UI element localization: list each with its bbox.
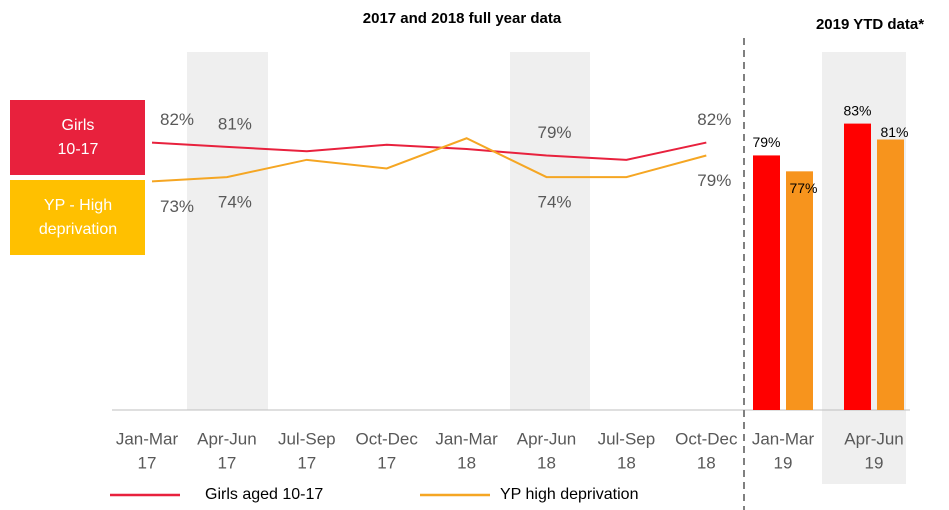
data-label: 77%	[789, 180, 817, 196]
bar	[844, 123, 871, 410]
x-tick-label: Jul-Sep	[598, 429, 656, 448]
x-tick-label: Jul-Sep	[278, 429, 336, 448]
data-label: 73%	[160, 197, 194, 216]
x-tick-label: 17	[377, 453, 396, 472]
x-tick-label: Apr-Jun	[197, 429, 257, 448]
x-tick-label: 19	[774, 453, 793, 472]
data-label: 79%	[697, 171, 731, 190]
data-label: 81%	[880, 124, 908, 140]
box-label: 10-17	[58, 141, 99, 158]
data-label: 83%	[843, 102, 871, 118]
label-box	[10, 180, 145, 255]
x-tick-label: Jan-Mar	[435, 429, 498, 448]
data-label: 82%	[160, 110, 194, 129]
line	[151, 137, 707, 183]
x-tick-label: Oct-Dec	[356, 429, 419, 448]
legend-label: Girls aged 10-17	[205, 486, 323, 503]
x-tick-label: 18	[537, 453, 556, 472]
x-tick-label: Apr-Jun	[517, 429, 577, 448]
data-label: 82%	[697, 110, 731, 129]
x-tick-label: 19	[865, 453, 884, 472]
label-box	[10, 100, 145, 175]
x-tick-label: Jan-Mar	[116, 429, 179, 448]
data-label: 79%	[752, 134, 780, 150]
box-label: deprivation	[39, 221, 117, 238]
data-label: 81%	[218, 114, 252, 133]
bar	[786, 171, 813, 410]
line	[151, 141, 707, 161]
x-tick-label: Oct-Dec	[675, 429, 738, 448]
section-title: 2019 YTD data*	[816, 16, 924, 33]
box-label: Girls	[62, 117, 95, 134]
data-label: 79%	[537, 123, 571, 142]
legend-label: YP high deprivation	[500, 486, 638, 503]
x-tick-label: Apr-Jun	[844, 429, 904, 448]
x-tick-label: 18	[457, 453, 476, 472]
x-tick-label: 18	[697, 453, 716, 472]
bar	[877, 139, 904, 410]
x-tick-label: Jan-Mar	[752, 429, 815, 448]
x-tick-label: 17	[217, 453, 236, 472]
x-tick-label: 17	[138, 453, 157, 472]
bar	[753, 155, 780, 410]
highlight-band	[510, 52, 590, 410]
x-tick-label: 18	[617, 453, 636, 472]
box-label: YP - High	[44, 197, 112, 214]
x-tick-label: 17	[297, 453, 316, 472]
data-label: 74%	[218, 193, 252, 212]
data-label: 74%	[537, 193, 571, 212]
highlight-band	[187, 52, 268, 410]
section-title: 2017 and 2018 full year data	[363, 10, 562, 27]
